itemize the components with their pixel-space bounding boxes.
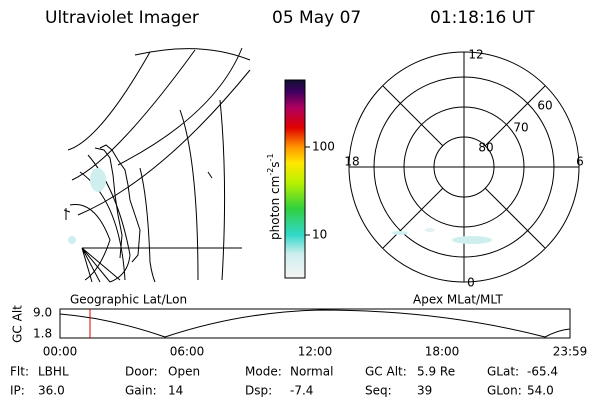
mlat-label: 70 — [513, 121, 528, 135]
mlat-label: 80 — [478, 141, 493, 155]
footer-label: Mode: — [245, 365, 282, 379]
altitude-xtick: 18:00 — [425, 345, 460, 359]
altitude-xtick: 12:00 — [298, 345, 333, 359]
altitude-xtick: 00:00 — [43, 345, 78, 359]
altitude-curve — [59, 309, 571, 338]
footer-value: LBHL — [38, 365, 69, 379]
footer-label: GLon: — [487, 384, 522, 398]
footer-label: Flt: — [10, 365, 29, 379]
footer-value: -65.4 — [527, 365, 558, 379]
geo-map — [63, 47, 251, 283]
mlat-label: 60 — [537, 99, 552, 113]
altitude-ytick: 9.0 — [33, 306, 52, 320]
altitude-ylabel: GC Alt — [11, 305, 25, 343]
footer-label: GLat: — [487, 365, 519, 379]
mlt-label: 0 — [467, 276, 475, 290]
colorbar-label-part: s — [268, 161, 282, 167]
footer-label: GC Alt: — [365, 365, 407, 379]
colorbar-label-part: photon cm — [268, 176, 282, 240]
colorbar-label-part: -1 — [266, 153, 275, 161]
altitude-ytick: 1.8 — [33, 327, 52, 341]
date: 05 May 07 — [272, 8, 361, 28]
time: 01:18:16 UT — [430, 8, 535, 28]
footer-value: 5.9 Re — [417, 365, 455, 379]
mlt-label: 18 — [344, 155, 359, 169]
footer-label: Door: — [125, 365, 158, 379]
polar-grid — [348, 51, 580, 283]
colorbar-label: photon cm-2s-1 — [266, 153, 282, 240]
footer-value: 36.0 — [38, 384, 65, 398]
footer-value: -7.4 — [290, 384, 313, 398]
colorbar — [284, 79, 306, 279]
mlt-label: 6 — [576, 155, 584, 169]
footer: Flt: LBHL Door: Open Mode: Normal GC Alt: 5.9 R… — [10, 365, 558, 398]
map-label: Geographic Lat/Lon — [70, 293, 187, 307]
footer-value: 39 — [417, 384, 432, 398]
footer-value: 54.0 — [527, 384, 554, 398]
altitude-frame — [59, 308, 571, 339]
footer-label: Gain: — [125, 384, 157, 398]
altitude-xtick: 06:00 — [170, 345, 205, 359]
footer-value: 14 — [168, 384, 183, 398]
colorbar-tick-label: 100 — [312, 140, 335, 154]
title: Ultraviolet Imager — [45, 8, 199, 28]
footer-label: Dsp: — [245, 384, 272, 398]
footer-label: IP: — [10, 384, 25, 398]
colorbar-tick-label: 10 — [312, 228, 327, 242]
mlt-label: 12 — [468, 48, 483, 62]
footer-label: Seq: — [365, 384, 392, 398]
footer-value: Open — [168, 365, 200, 379]
polar-label: Apex MLat/MLT — [413, 293, 503, 307]
footer-value: Normal — [290, 365, 333, 379]
colorbar-label-part: -2 — [266, 168, 275, 176]
altitude-xtick: 23:59 — [553, 345, 588, 359]
